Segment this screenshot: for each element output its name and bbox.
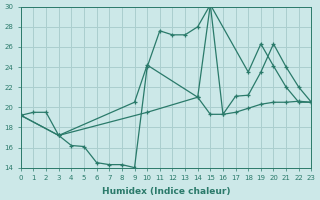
X-axis label: Humidex (Indice chaleur): Humidex (Indice chaleur) [102, 187, 230, 196]
